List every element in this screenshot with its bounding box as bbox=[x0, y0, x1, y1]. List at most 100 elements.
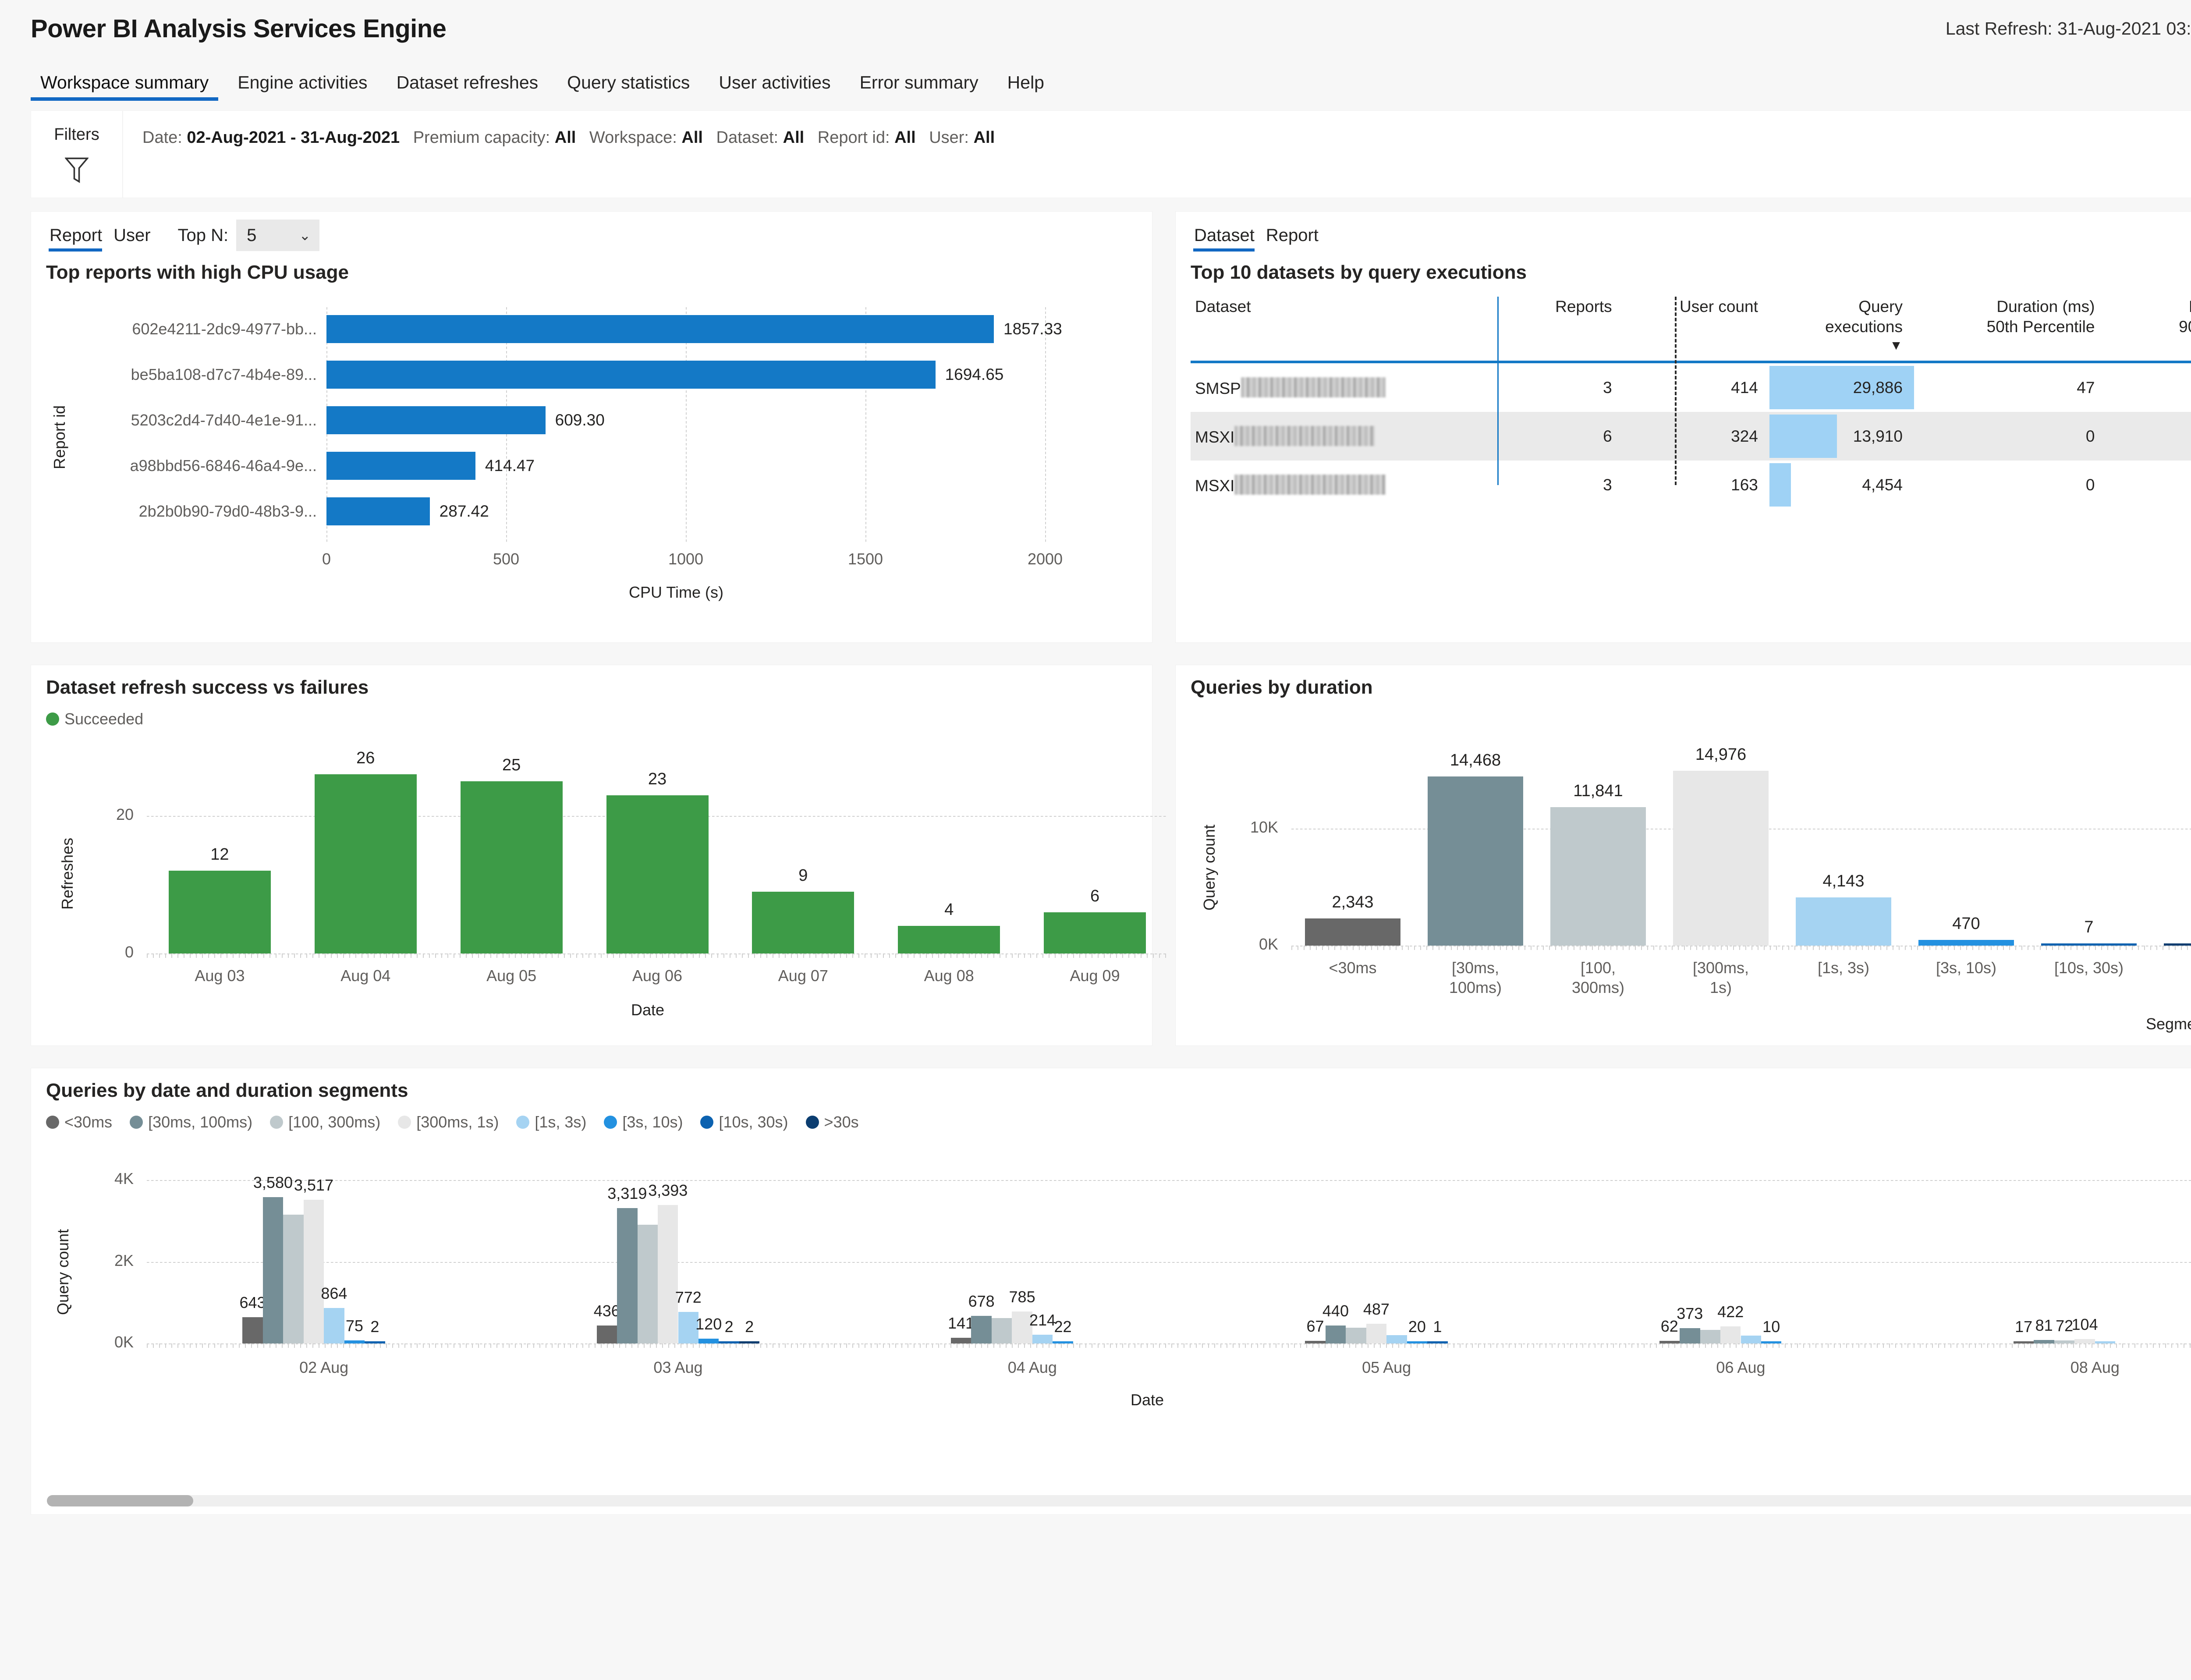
grouped-bar[interactable] bbox=[2054, 1340, 2075, 1343]
top-reports-chart[interactable]: Report id 0 500 1000 1500 2000 602e4211-2dc9-4… bbox=[46, 290, 1137, 601]
legend-item-5[interactable]: [3s, 10s) bbox=[604, 1113, 683, 1131]
grouped-bar[interactable] bbox=[678, 1312, 698, 1343]
filters-summary[interactable]: Date: 02-Aug-2021 - 31-Aug-2021 Premium … bbox=[123, 110, 2191, 198]
refresh-bar[interactable] bbox=[606, 795, 709, 953]
hbar-row[interactable]: 5203c2d4-7d40-4e1e-91... 609.30 bbox=[46, 406, 605, 434]
grouped-bar[interactable] bbox=[1366, 1323, 1387, 1343]
column-header-2[interactable]: User count bbox=[1624, 297, 1769, 362]
tab-query-statistics[interactable]: Query statistics bbox=[567, 72, 690, 92]
column-header-5[interactable]: Duration (ms)90th Percentile bbox=[2106, 297, 2191, 362]
horizontal-scrollbar-thumb[interactable] bbox=[47, 1495, 193, 1506]
duration-bar[interactable] bbox=[1427, 776, 1524, 946]
legend-item-succeeded[interactable]: Succeeded bbox=[46, 710, 143, 728]
duration-bar[interactable] bbox=[2163, 943, 2191, 946]
column-header-3[interactable]: Query executions ▼ bbox=[1769, 297, 1914, 362]
duration-bar[interactable] bbox=[1918, 940, 2014, 946]
top-reports-tab-report[interactable]: Report bbox=[46, 226, 110, 252]
datasets-tab-report[interactable]: Report bbox=[1266, 225, 1319, 245]
refresh-bar[interactable] bbox=[460, 781, 563, 953]
refresh-bar[interactable] bbox=[752, 891, 854, 953]
filters-button[interactable]: Filters bbox=[31, 110, 123, 198]
top-reports-tab-user[interactable]: User bbox=[113, 225, 151, 245]
grouped-bar[interactable] bbox=[658, 1205, 678, 1343]
grouped-bar[interactable] bbox=[2074, 1339, 2095, 1343]
duration-bar[interactable] bbox=[1550, 807, 1646, 946]
tab-user-activities[interactable]: User activities bbox=[719, 72, 831, 92]
hbar[interactable] bbox=[326, 497, 430, 525]
grouped-bar[interactable] bbox=[1659, 1341, 1680, 1343]
grouped-bar[interactable] bbox=[1012, 1311, 1032, 1343]
duration-chart[interactable]: Query count 0K 10K 2,343 <30ms 14,468 [30ms, 10… bbox=[1191, 705, 2191, 1033]
table-row[interactable]: MSXI 6 324 13,910 0 833 bbox=[1191, 412, 2191, 461]
grouped-bar[interactable] bbox=[1720, 1326, 1741, 1343]
grouped-bar[interactable] bbox=[1761, 1341, 1782, 1343]
grouped-bar[interactable] bbox=[344, 1340, 365, 1343]
tab-dataset-refreshes[interactable]: Dataset refreshes bbox=[396, 72, 539, 92]
table-row[interactable]: SMSP 3 414 29,886 47 564 bbox=[1191, 362, 2191, 412]
refresh-bar[interactable] bbox=[314, 774, 417, 953]
duration-bar[interactable] bbox=[1795, 897, 1892, 946]
grouped-bar[interactable] bbox=[1053, 1341, 1073, 1343]
hbar[interactable] bbox=[326, 315, 994, 343]
grouped-bar[interactable] bbox=[1032, 1335, 1053, 1343]
grouped-bar[interactable] bbox=[971, 1315, 992, 1343]
legend-item-7[interactable]: >30s bbox=[805, 1113, 859, 1131]
legend-item-4[interactable]: [1s, 3s) bbox=[516, 1113, 586, 1131]
grouped-bar[interactable] bbox=[1700, 1330, 1720, 1343]
grouped-bar[interactable] bbox=[1305, 1340, 1326, 1343]
grouped-bar[interactable] bbox=[1346, 1327, 1366, 1343]
hbar-row[interactable]: 602e4211-2dc9-4977-bb... 1857.33 bbox=[46, 315, 1062, 343]
horizontal-scrollbar-track[interactable] bbox=[47, 1495, 2191, 1506]
legend-item-3[interactable]: [300ms, 1s) bbox=[398, 1113, 499, 1131]
grouped-bar[interactable] bbox=[1680, 1328, 1700, 1343]
grouped-bar[interactable] bbox=[1407, 1341, 1428, 1343]
grouped-bar[interactable] bbox=[950, 1337, 971, 1343]
grouped-bar[interactable] bbox=[2095, 1341, 2116, 1343]
grouped-bar[interactable] bbox=[1427, 1341, 1448, 1343]
refresh-chart[interactable]: Refreshes 0 20 12 Aug 03 26 Aug 04 25 Aug 05 23 Au… bbox=[46, 734, 1168, 1019]
grouped-bar[interactable] bbox=[617, 1208, 638, 1343]
tab-help[interactable]: Help bbox=[1007, 72, 1044, 92]
grouped-bar[interactable] bbox=[2034, 1340, 2054, 1343]
hbar-row[interactable]: be5ba108-d7c7-4b4e-89... 1694.65 bbox=[46, 361, 1003, 389]
hbar[interactable] bbox=[326, 452, 475, 480]
grouped-bar[interactable] bbox=[242, 1317, 263, 1343]
column-header-4[interactable]: Duration (ms) 50th Percentile bbox=[1914, 297, 2106, 362]
grouped-bar[interactable] bbox=[637, 1224, 658, 1343]
duration-bar[interactable] bbox=[1673, 770, 1769, 946]
grouped-bar[interactable] bbox=[1741, 1336, 1761, 1343]
grouped-bar[interactable] bbox=[283, 1215, 304, 1343]
queries-by-date-chart[interactable]: 0K 2K 4K Query count 643 3,580 3,517 864 75 2 02 A… bbox=[46, 1138, 2191, 1444]
grouped-bar[interactable] bbox=[698, 1338, 719, 1343]
tab-engine-activities[interactable]: Engine activities bbox=[238, 72, 368, 92]
grouped-bar[interactable] bbox=[991, 1318, 1012, 1343]
legend-item-0[interactable]: <30ms bbox=[46, 1113, 112, 1131]
hbar-row[interactable]: 2b2b0b90-79d0-48b3-9... 287.42 bbox=[46, 497, 489, 525]
duration-bar[interactable] bbox=[1305, 918, 1401, 946]
hbar-row[interactable]: a98bbd56-6846-46a4-9e... 414.47 bbox=[46, 452, 535, 480]
grouped-bar[interactable] bbox=[262, 1197, 284, 1343]
grouped-bar[interactable] bbox=[719, 1341, 739, 1343]
refresh-bar[interactable] bbox=[898, 926, 1000, 953]
refresh-bar[interactable] bbox=[168, 871, 271, 953]
hbar[interactable] bbox=[326, 361, 936, 389]
legend-item-1[interactable]: [30ms, 100ms) bbox=[130, 1113, 252, 1131]
legend-item-2[interactable]: [100, 300ms) bbox=[270, 1113, 380, 1131]
legend-item-6[interactable]: [10s, 30s) bbox=[700, 1113, 788, 1131]
datasets-tab-dataset[interactable]: Dataset bbox=[1191, 226, 1262, 252]
grouped-bar[interactable] bbox=[1386, 1335, 1407, 1343]
topn-select[interactable]: 5 ⌄ bbox=[236, 220, 320, 251]
tab-workspace-summary[interactable]: Workspace summary bbox=[28, 72, 221, 101]
hbar[interactable] bbox=[326, 406, 546, 434]
refresh-bar[interactable] bbox=[1044, 912, 1146, 953]
tab-error-summary[interactable]: Error summary bbox=[859, 72, 979, 92]
column-header-1[interactable]: Reports bbox=[1511, 297, 1624, 362]
column-header-0[interactable]: Dataset bbox=[1191, 297, 1511, 362]
duration-bar[interactable] bbox=[2041, 943, 2137, 946]
grouped-bar[interactable] bbox=[324, 1308, 344, 1343]
grouped-bar[interactable] bbox=[739, 1341, 760, 1343]
grouped-bar[interactable] bbox=[303, 1200, 324, 1343]
table-row[interactable]: MSXI 3 163 4,454 0 359 bbox=[1191, 461, 2191, 509]
grouped-bar[interactable] bbox=[2013, 1341, 2034, 1343]
grouped-bar[interactable] bbox=[365, 1341, 385, 1343]
